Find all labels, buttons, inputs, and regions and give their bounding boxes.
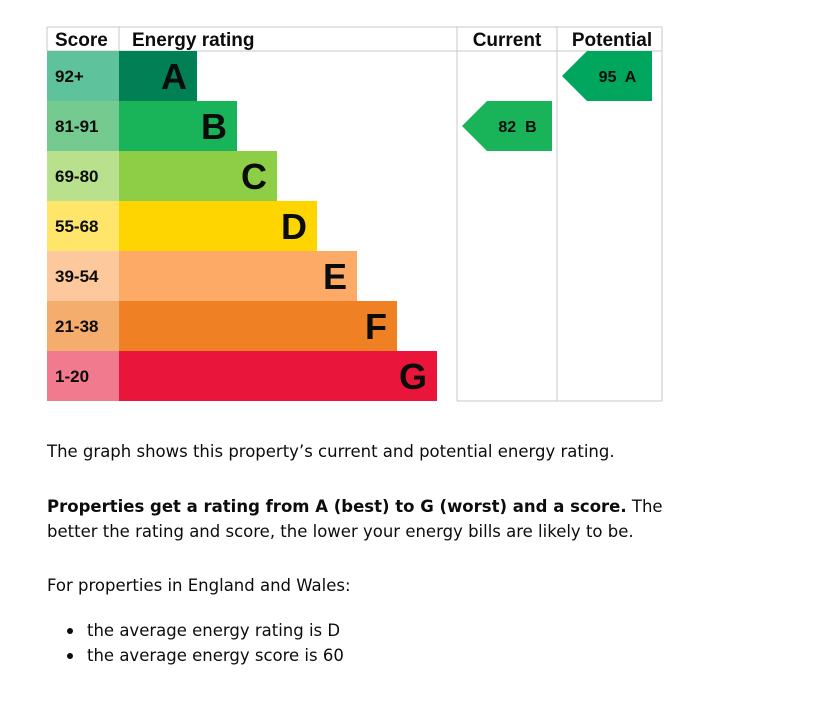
current-rating-marker: 82 B	[462, 101, 552, 151]
score-range-label: 81-91	[55, 117, 98, 136]
bullet-icon	[67, 653, 73, 659]
band-row-b: 81-91 B	[47, 101, 237, 151]
band-letter: F	[365, 306, 387, 347]
band-bar	[119, 301, 397, 351]
score-cell	[47, 151, 119, 201]
potential-rating-marker-arrow	[562, 51, 652, 101]
band-bar	[119, 51, 197, 101]
band-row-f: 21-38 F	[47, 301, 397, 351]
band-row-c: 69-80 C	[47, 151, 277, 201]
list-item: the average energy score is 60	[47, 643, 344, 668]
rating-explanation: Properties get a rating from A (best) to…	[47, 494, 687, 544]
list-item: the average energy rating is D	[47, 618, 344, 643]
score-range-label: 21-38	[55, 317, 98, 336]
current-rating-marker-label: 82 B	[498, 119, 536, 136]
score-range-label: 39-54	[55, 267, 99, 286]
band-bar	[119, 101, 237, 151]
description-text: The graph shows this property’s current …	[47, 442, 615, 461]
potential-rating-marker-label: 95 A	[599, 69, 637, 86]
band-letter: E	[323, 256, 347, 297]
current-rating-marker-arrow	[462, 101, 552, 151]
band-bar	[119, 251, 357, 301]
band-letter: C	[241, 156, 267, 197]
score-range-label: 92+	[55, 67, 84, 86]
band-letter: G	[399, 356, 427, 397]
score-cell	[47, 101, 119, 151]
energy-rating-chart: Score Energy rating Current Potential 92…	[46, 26, 663, 402]
score-cell	[47, 201, 119, 251]
score-range-label: 55-68	[55, 217, 98, 236]
rating-bands: 92+ A 81-91 B 69-80 C 55-68 D 39-54 E 21-38 F 1-20 G	[47, 51, 437, 401]
band-row-g: 1-20 G	[47, 351, 437, 401]
chart-description: The graph shows this property’s current …	[47, 439, 687, 464]
band-letter: B	[201, 106, 227, 147]
rating-markers: 82 B 95 A	[462, 51, 652, 151]
chart-header-row: Score Energy rating Current Potential	[55, 30, 652, 51]
potential-rating-marker: 95 A	[562, 51, 652, 101]
band-bar	[119, 201, 317, 251]
band-letter: D	[281, 206, 307, 247]
band-row-e: 39-54 E	[47, 251, 357, 301]
average-intro-text: For properties in England and Wales:	[47, 576, 351, 595]
band-bar	[119, 151, 277, 201]
average-list: the average energy rating is D the avera…	[47, 618, 344, 668]
rating-explanation-bold: Properties get a rating from A (best) to…	[47, 497, 627, 516]
score-cell	[47, 51, 119, 101]
average-intro: For properties in England and Wales:	[47, 573, 687, 598]
list-item-text: the average energy score is 60	[87, 646, 344, 665]
score-cell	[47, 251, 119, 301]
band-letter: A	[161, 56, 187, 97]
rating-explanation-rest: The better the rating and score, the low…	[47, 497, 663, 541]
score-cell	[47, 351, 119, 401]
band-bar	[119, 351, 437, 401]
score-range-label: 1-20	[55, 367, 89, 386]
rating-explanation-text: Properties get a rating from A (best) to…	[47, 494, 687, 544]
header-current: Current	[473, 30, 542, 51]
header-potential: Potential	[572, 30, 652, 51]
score-cell	[47, 301, 119, 351]
header-score: Score	[55, 30, 108, 51]
list-item-text: the average energy rating is D	[87, 621, 341, 640]
band-row-d: 55-68 D	[47, 201, 317, 251]
header-energy-rating: Energy rating	[132, 30, 254, 51]
band-row-a: 92+ A	[47, 51, 197, 101]
bullet-icon	[67, 628, 73, 634]
score-range-label: 69-80	[55, 167, 98, 186]
